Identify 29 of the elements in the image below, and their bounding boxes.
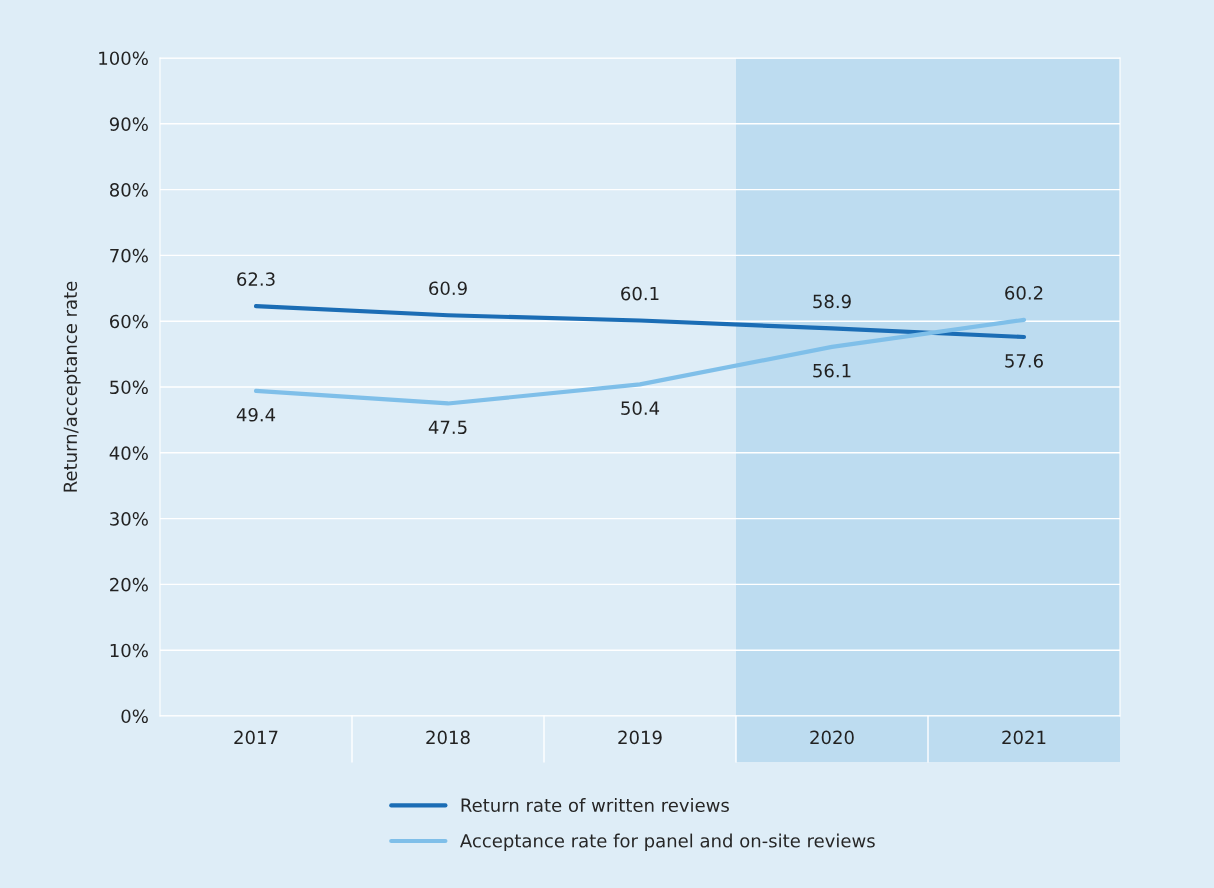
y-tick-label: 60%: [110, 314, 148, 329]
x-tick-label: 2017: [234, 730, 278, 745]
data-label: 50.4: [621, 401, 660, 416]
y-tick-label: 50%: [110, 380, 148, 395]
x-tick-label: 2021: [1002, 730, 1046, 745]
data-label: 60.2: [1005, 286, 1043, 300]
data-label: 47.5: [428, 420, 467, 435]
data-label: 62.3: [237, 272, 275, 286]
legend-label: Return rate of written reviews: [461, 798, 729, 813]
x-tick-label: 2018: [426, 730, 470, 745]
legend-label: Acceptance rate for panel and on-site reviews: [460, 833, 875, 852]
x-tick-label: 2019: [618, 730, 662, 745]
y-tick-label: 80%: [109, 183, 148, 197]
y-tick-label: 70%: [110, 248, 148, 263]
y-tick-label: 40%: [109, 446, 148, 460]
data-label: 49.4: [236, 407, 276, 422]
data-label: 57.6: [1005, 353, 1043, 368]
y-tick-label: 20%: [110, 577, 148, 592]
y-tick-label: 10%: [110, 643, 148, 658]
x-tick-label: 2020: [810, 730, 854, 745]
y-tick-label: 30%: [110, 512, 148, 526]
data-label: 58.9: [813, 294, 851, 309]
y-tick-label: 100%: [99, 51, 148, 66]
y-tick-label: 0%: [121, 709, 148, 724]
data-label: 60.1: [621, 286, 659, 301]
data-label: 60.9: [429, 281, 467, 296]
y-axis-title: Return/acceptance rate: [63, 281, 81, 492]
data-label: 56.1: [813, 363, 851, 378]
y-tick-label: 90%: [109, 117, 148, 131]
